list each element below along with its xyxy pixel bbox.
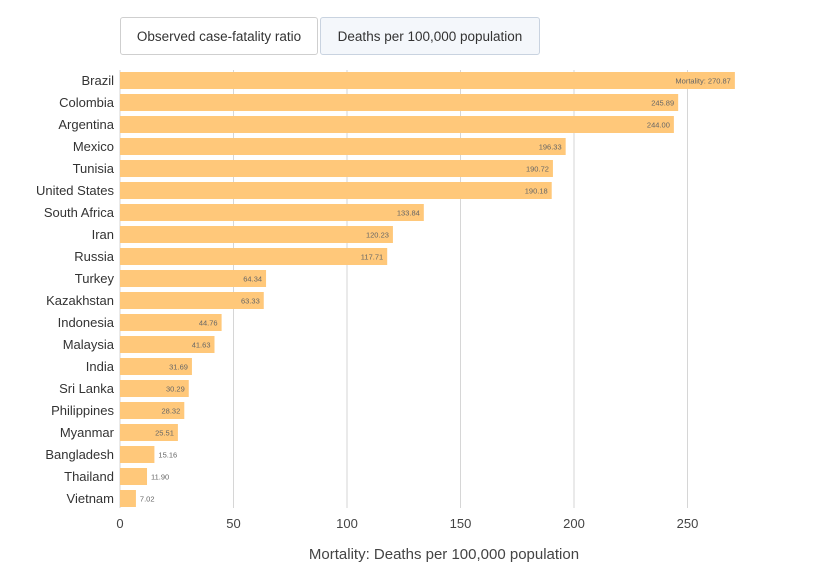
bar[interactable] xyxy=(120,314,222,331)
bar[interactable] xyxy=(120,468,148,485)
data-label: 25.51 xyxy=(155,428,174,437)
data-label: 245.89 xyxy=(651,98,674,107)
bar[interactable] xyxy=(120,402,185,419)
x-tick-label: 250 xyxy=(677,516,699,531)
bars xyxy=(120,72,735,507)
bar[interactable] xyxy=(120,380,189,397)
x-axis-ticks: 0 50 100 150 200 250 xyxy=(116,516,698,531)
data-label: 133.84 xyxy=(397,208,420,217)
data-label: 15.16 xyxy=(158,450,177,459)
category-label: India xyxy=(86,359,115,374)
bar[interactable] xyxy=(120,116,674,133)
tab-observed-case-fatality-ratio[interactable]: Observed case-fatality ratio xyxy=(120,17,318,55)
bar[interactable] xyxy=(120,424,178,441)
category-label: United States xyxy=(36,183,115,198)
data-label: 31.69 xyxy=(169,362,188,371)
x-axis-title: Mortality: Deaths per 100,000 population xyxy=(309,546,579,563)
data-label: 44.76 xyxy=(199,318,218,327)
bar[interactable] xyxy=(120,490,136,507)
category-label: Tunisia xyxy=(73,161,115,176)
category-label: Russia xyxy=(74,249,115,264)
category-label: Colombia xyxy=(59,95,115,110)
category-label: Brazil xyxy=(81,73,114,88)
bar[interactable] xyxy=(120,182,552,199)
x-tick-label: 0 xyxy=(116,516,123,531)
tab-deaths-per-100k[interactable]: Deaths per 100,000 population xyxy=(320,17,540,55)
data-label: 64.34 xyxy=(243,274,262,283)
data-label: 120.23 xyxy=(366,230,389,239)
category-label: Myanmar xyxy=(60,425,115,440)
data-label: Mortality: 270.87 xyxy=(675,76,730,85)
category-label: Turkey xyxy=(75,271,115,286)
data-label: 30.29 xyxy=(166,384,185,393)
bar[interactable] xyxy=(120,248,388,265)
bar[interactable] xyxy=(120,204,424,221)
category-label: Bangladesh xyxy=(45,447,114,462)
category-label: Argentina xyxy=(58,117,114,132)
data-label: 11.90 xyxy=(151,472,169,481)
category-label: Indonesia xyxy=(58,315,115,330)
bar[interactable] xyxy=(120,358,192,375)
category-labels: Brazil Colombia Argentina Mexico Tunisia Unit… xyxy=(36,73,115,506)
data-label: 244.00 xyxy=(647,120,670,129)
data-label: 190.18 xyxy=(525,186,548,195)
bar[interactable] xyxy=(120,160,553,177)
category-label: Kazakhstan xyxy=(46,293,114,308)
data-label: 63.33 xyxy=(241,296,260,305)
category-label: Philippines xyxy=(51,403,114,418)
bar[interactable] xyxy=(120,446,155,463)
bar[interactable] xyxy=(120,270,267,287)
tab-bar: Observed case-fatality ratio Deaths per … xyxy=(120,17,540,55)
bar[interactable] xyxy=(120,72,735,89)
x-tick-label: 200 xyxy=(563,516,585,531)
category-label: Sri Lanka xyxy=(59,381,115,396)
data-label: 196.33 xyxy=(539,142,562,151)
category-label: South Africa xyxy=(44,205,115,220)
category-label: Iran xyxy=(92,227,114,242)
category-label: Thailand xyxy=(64,469,114,484)
gridlines xyxy=(119,70,688,508)
data-label: 41.63 xyxy=(192,340,211,349)
data-label: 28.32 xyxy=(162,406,181,415)
category-label: Malaysia xyxy=(63,337,115,352)
category-label: Vietnam xyxy=(67,491,114,506)
data-label: 117.71 xyxy=(361,252,383,261)
bar[interactable] xyxy=(120,94,679,111)
data-labels: Mortality: 270.87 245.89 244.00 196.33 190.7… xyxy=(140,76,731,503)
x-tick-label: 50 xyxy=(226,516,240,531)
bar[interactable] xyxy=(120,138,566,155)
data-label: 7.02 xyxy=(140,494,155,503)
data-label: 190.72 xyxy=(526,164,549,173)
x-tick-label: 100 xyxy=(336,516,358,531)
bar[interactable] xyxy=(120,226,393,243)
bar[interactable] xyxy=(120,336,215,353)
category-label: Mexico xyxy=(73,139,114,154)
x-tick-label: 150 xyxy=(450,516,472,531)
bar[interactable] xyxy=(120,292,264,309)
